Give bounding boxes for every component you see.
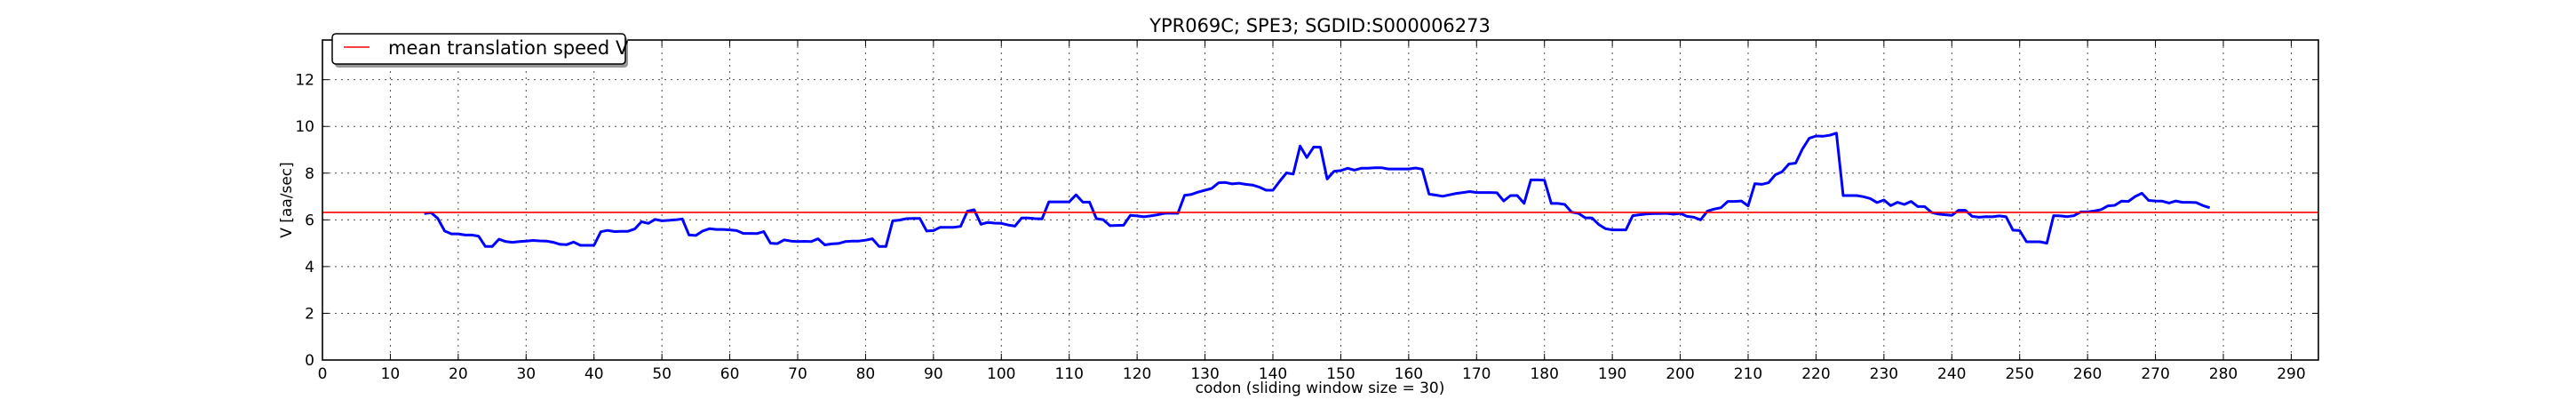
y-axis-label: V [aa/sec] [278, 162, 296, 238]
plot-frame [322, 39, 2319, 361]
x-tick-label: 120 [1123, 365, 1151, 383]
x-tick-label: 160 [1395, 365, 1423, 383]
x-axis: 0 10 20 30 40 50 60 70 80 90 100 110 120 130 140 150 160… [318, 40, 2306, 383]
y-axis: 0 2 4 6 8 10 12 [295, 72, 2318, 370]
x-tick-label: 50 [652, 365, 672, 383]
x-tick-label: 100 [987, 365, 1015, 383]
x-tick-label: 210 [1734, 365, 1762, 383]
x-tick-label: 290 [2277, 365, 2305, 383]
y-tick-label: 2 [305, 305, 314, 323]
x-tick-label: 250 [2005, 365, 2033, 383]
x-tick-label: 20 [449, 365, 468, 383]
x-tick-label: 60 [720, 365, 740, 383]
legend-label: mean translation speed V [388, 37, 629, 59]
x-tick-label: 110 [1054, 365, 1083, 383]
plot-marks [322, 132, 2318, 248]
x-tick-label: 180 [1530, 365, 1558, 383]
speed-series-line [424, 132, 2211, 248]
x-tick-label: 70 [788, 365, 807, 383]
x-tick-label: 220 [1801, 365, 1830, 383]
y-tick-label: 10 [295, 118, 314, 136]
x-tick-label: 260 [2073, 365, 2102, 383]
y-tick-label: 4 [305, 259, 314, 276]
x-tick-label: 200 [1666, 365, 1694, 383]
x-tick-label: 80 [856, 365, 876, 383]
x-tick-label: 240 [1937, 365, 1966, 383]
x-tick-label: 0 [318, 365, 328, 383]
x-tick-label: 280 [2209, 365, 2238, 383]
y-tick-label: 6 [305, 212, 314, 229]
x-tick-label: 270 [2141, 365, 2169, 383]
legend: mean translation speed V [331, 33, 629, 68]
x-tick-label: 40 [584, 365, 604, 383]
x-tick-label: 190 [1598, 365, 1626, 383]
x-tick-label: 150 [1326, 365, 1355, 383]
y-tick-label: 12 [295, 72, 314, 90]
x-tick-label: 30 [516, 365, 536, 383]
x-tick-label: 170 [1462, 365, 1491, 383]
x-tick-label: 140 [1259, 365, 1287, 383]
x-axis-label: codon (sliding window size = 30) [1196, 380, 1445, 397]
legend-box [331, 33, 626, 65]
x-tick-label: 130 [1190, 365, 1219, 383]
x-tick-label: 230 [1870, 365, 1898, 383]
y-tick-label: 8 [305, 165, 314, 183]
x-tick-label: 90 [924, 365, 943, 383]
y-tick-label: 0 [305, 352, 314, 370]
x-tick-label: 10 [381, 365, 401, 383]
chart-title: YPR069C; SPE3; SGDID:S000006273 [1149, 15, 1491, 36]
